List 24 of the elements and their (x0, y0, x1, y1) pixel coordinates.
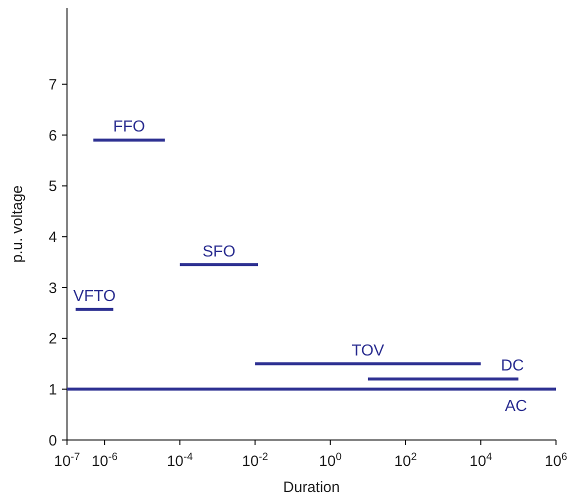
x-tick-label: 10$^{-2}$ (242, 451, 268, 470)
x-tick-label: 10$^{-4}$ (166, 451, 194, 470)
series-label: DC (500, 358, 524, 375)
y-tick-label: 7 (48, 76, 57, 94)
x-tick-label: 10$^{0}$ (319, 451, 342, 470)
x-tick-label: 10$^{-6}$ (92, 451, 118, 470)
x-axis-title: Duration (283, 479, 340, 496)
y-tick-label: 0 (48, 432, 57, 450)
y-tick-label: 6 (48, 127, 57, 144)
x-tick-label: 10$^{6}$ (544, 451, 568, 470)
y-tick-label: 4 (48, 228, 57, 246)
series-label: AC (504, 398, 528, 415)
series-label: VFTO (73, 288, 116, 305)
x-tick-label: 10$^{-7}$ (54, 451, 80, 470)
y-tick-label: 1 (48, 381, 57, 398)
series-label: FFO (113, 118, 146, 136)
series-label: TOV (352, 342, 385, 360)
y-axis-title: p.u. voltage (9, 185, 26, 263)
x-tick-label: 10$^{2}$ (394, 451, 417, 470)
series-label: SFO (202, 243, 236, 260)
y-tick-label: 3 (48, 280, 57, 297)
y-tick-label: 2 (48, 330, 57, 348)
x-tick-label: 10$^{4}$ (470, 451, 492, 470)
y-tick-label: 5 (48, 178, 57, 196)
